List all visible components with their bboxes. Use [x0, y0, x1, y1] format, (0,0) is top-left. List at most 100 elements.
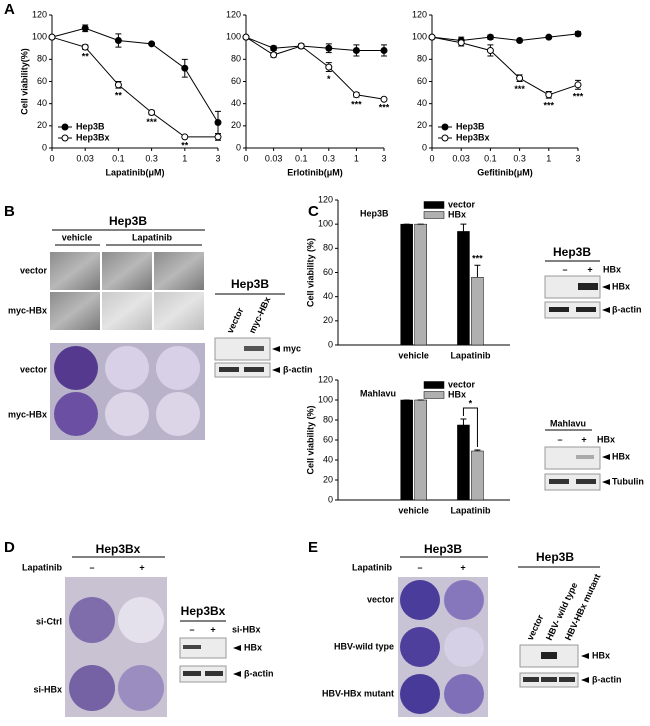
lane-header: HBx: [597, 434, 615, 444]
axis: [245, 15, 384, 149]
y-tick-label: 60: [323, 267, 333, 277]
lane-label: vector: [225, 306, 246, 335]
blot-title: Hep3B: [231, 277, 269, 291]
x-tick-label: 0.3: [323, 153, 336, 163]
marker: [181, 133, 189, 141]
y-tick-label: 0: [42, 142, 47, 152]
marker: [114, 36, 122, 44]
series-line: [51, 36, 218, 138]
blot: [544, 473, 601, 491]
x-tick-label: 0.1: [484, 153, 497, 163]
error-bar: [460, 418, 467, 425]
legend-marker: [441, 123, 449, 131]
lane-label: myc-HBx: [247, 295, 273, 335]
marker: [181, 64, 189, 72]
blot-title: Mahlavu: [550, 418, 586, 428]
y-tick-label: 0: [328, 339, 333, 349]
marker: [297, 42, 305, 50]
marker: [148, 40, 156, 48]
y-tick-label: 80: [417, 54, 427, 64]
marker: [270, 51, 278, 59]
marker: [325, 63, 333, 71]
blot: [544, 275, 601, 299]
lane-label: –: [89, 562, 94, 572]
y-tick-label: 20: [323, 315, 333, 325]
marker: [148, 109, 156, 117]
annotation: *: [469, 398, 473, 408]
well: [400, 674, 440, 714]
arrow: [272, 346, 280, 352]
row-label: vector: [20, 364, 48, 374]
legend-label: Hep3Bx: [456, 132, 490, 142]
axis: [431, 15, 578, 149]
y-tick-label: 120: [318, 374, 333, 384]
annotation: ***: [514, 84, 525, 94]
legend-label: HBx: [448, 389, 466, 399]
blot: [544, 301, 601, 319]
y-tick-label: 120: [318, 194, 333, 204]
blot-title: Hep3B: [553, 245, 591, 259]
band: [576, 479, 596, 484]
micrograph: [50, 252, 100, 290]
bar: [457, 231, 470, 346]
y-axis-label: Cell viability(%): [19, 48, 29, 115]
band: [576, 455, 594, 459]
band-label: β-actin: [244, 668, 274, 678]
x-tick-label: 1: [354, 153, 359, 163]
lane-label: vector: [525, 613, 546, 642]
annotation: **: [181, 140, 189, 150]
panel-b: Hep3B vehicle Lapatinib vector myc-HBx v…: [8, 214, 313, 440]
band-label: β-actin: [612, 304, 642, 314]
series-line: [245, 36, 385, 100]
bar: [414, 399, 427, 501]
well: [69, 597, 115, 643]
bar: [400, 399, 413, 501]
band-label: HBx: [612, 451, 630, 461]
chart-title: Mahlavu: [360, 388, 396, 398]
band: [549, 479, 569, 484]
x-tick-label: 0.1: [112, 153, 125, 163]
panel-letter: E: [308, 539, 318, 556]
x-tick-label: 0: [243, 153, 248, 163]
legend-label: HBx: [448, 209, 466, 219]
well: [105, 392, 149, 436]
row-label: HBV-HBx mutant: [322, 688, 394, 698]
well: [400, 580, 440, 620]
well: [69, 665, 115, 711]
blot: [179, 665, 227, 683]
micrograph: [154, 252, 204, 290]
lane-label: –: [557, 434, 562, 444]
y-tick-label: 20: [231, 120, 241, 130]
y-tick-label: 100: [318, 219, 333, 229]
annotation: ***: [472, 254, 483, 264]
x-tick-label: 0.03: [452, 153, 470, 163]
annotation: ***: [379, 103, 390, 113]
marker: [114, 81, 122, 89]
y-tick-label: 40: [323, 291, 333, 301]
panel-e: Hep3B Lapatinib – + vector HBV-wild type…: [322, 542, 622, 717]
well: [105, 346, 149, 390]
arrow: [602, 479, 610, 485]
panel-letter: A: [4, 1, 15, 18]
lane-header: HBx: [603, 264, 621, 274]
marker: [270, 44, 278, 52]
well: [156, 346, 200, 390]
band: [244, 367, 264, 372]
row-label: myc-HBx: [8, 409, 47, 419]
x-axis-label: Lapatinib(μM): [106, 167, 165, 177]
marker: [81, 43, 89, 51]
band: [541, 677, 557, 682]
y-axis-label: Cell viability (%): [305, 405, 315, 474]
band: [549, 307, 569, 312]
micrograph: [154, 292, 204, 330]
arrow: [233, 671, 241, 677]
band: [576, 307, 596, 312]
legend-swatch: [423, 391, 445, 399]
legend-swatch: [423, 381, 445, 389]
band: [578, 283, 598, 290]
marker: [545, 33, 553, 41]
x-tick-label: Lapatinib: [450, 505, 491, 515]
x-axis-label: Gefitinib(μM): [477, 167, 533, 177]
row-label: vector: [367, 594, 395, 604]
